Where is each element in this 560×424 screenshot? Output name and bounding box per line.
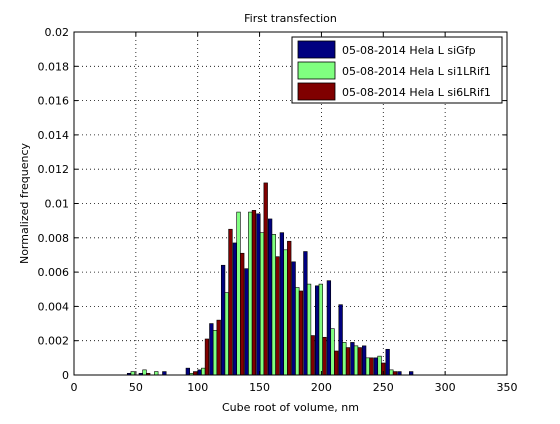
legend-label-si1LRif1: 05-08-2014 Hela L si1LRif1 — [342, 65, 491, 78]
bar-series-3 — [369, 357, 374, 376]
bar-series-2 — [271, 234, 276, 376]
bar-series-3 — [228, 228, 233, 376]
axis-ticks — [73, 31, 508, 376]
bar-series-2 — [389, 369, 394, 376]
bar-series-3 — [263, 182, 268, 376]
bar-series-1 — [197, 369, 202, 376]
bar-series-1 — [267, 218, 273, 376]
bar-series-1 — [220, 264, 226, 376]
bar-series-1 — [315, 285, 320, 376]
y-tick-labels: 0 0.002 0.004 0.006 0.008 0.01 0.012 0.014 0.016… — [38, 26, 70, 382]
bar-series-3 — [204, 338, 210, 376]
x-tick-label: 200 — [311, 381, 332, 394]
bar-series-2 — [142, 369, 147, 376]
bar-series-3 — [275, 256, 280, 376]
bar-series-1 — [209, 323, 214, 376]
legend-label-si6LRif1: 05-08-2014 Hela L si6LRif1 — [342, 86, 491, 99]
bar-series-1 — [373, 357, 379, 376]
x-axis-label: Cube root of volume, nm — [222, 401, 359, 414]
legend-label-siGfp: 05-08-2014 Hela L siGfp — [342, 44, 476, 57]
bar-series-1 — [338, 304, 343, 376]
legend-swatch-si6LRif1 — [297, 82, 336, 101]
x-tick-label: 50 — [129, 381, 143, 394]
bar-series-2 — [330, 328, 335, 376]
y-tick-label: 0.006 — [38, 266, 70, 279]
bar-series-1 — [232, 242, 238, 376]
bar-series-2 — [283, 249, 288, 376]
bar-series-2 — [236, 211, 241, 376]
bar-series-1 — [397, 371, 402, 376]
y-tick-label: 0.016 — [38, 95, 70, 108]
y-tick-label: 0.004 — [38, 300, 70, 313]
bar-series-2 — [306, 283, 312, 376]
bar-series-3 — [392, 371, 398, 376]
bars-group — [126, 182, 414, 376]
bar-series-3 — [240, 252, 245, 376]
legend-swatch-siGfp — [297, 40, 336, 59]
y-tick-label: 0.01 — [45, 198, 70, 211]
chart-title: First transfection — [244, 12, 337, 25]
bar-series-2 — [318, 283, 323, 376]
bar-series-2 — [353, 345, 359, 376]
bar-series-1 — [385, 348, 390, 376]
bar-series-3 — [310, 335, 315, 376]
bar-series-2 — [154, 371, 159, 376]
bar-series-2 — [377, 355, 382, 376]
legend-swatch-si1LRif1 — [297, 61, 336, 80]
bar-series-1 — [256, 213, 261, 376]
bar-series-3 — [193, 371, 198, 376]
bar-series-3 — [357, 347, 362, 376]
bar-series-1 — [185, 367, 190, 376]
x-tick-label: 250 — [373, 381, 394, 394]
bar-series-3 — [334, 350, 339, 376]
bar-series-1 — [326, 280, 332, 376]
y-tick-label: 0.002 — [38, 335, 70, 348]
x-tick-label: 150 — [249, 381, 270, 394]
x-tick-label: 100 — [187, 381, 208, 394]
bar-series-2 — [212, 330, 218, 376]
bar-series-2 — [248, 211, 253, 376]
bar-series-3 — [345, 347, 351, 376]
bar-series-3 — [216, 319, 221, 376]
bar-series-2 — [224, 292, 229, 376]
y-axis-label: Normalized frequency — [18, 142, 31, 264]
bar-series-1 — [162, 371, 167, 376]
bar-series-1 — [291, 261, 296, 376]
y-tick-label: 0.02 — [45, 26, 70, 39]
bar-series-2 — [342, 342, 347, 376]
y-tick-label: 0.018 — [38, 60, 70, 73]
x-tick-label: 300 — [435, 381, 456, 394]
x-tick-label: 350 — [497, 381, 518, 394]
legend: 05-08-2014 Hela L siGfp 05-08-2014 Hela … — [291, 36, 503, 104]
y-tick-label: 0.014 — [38, 129, 70, 142]
y-tick-label: 0.008 — [38, 232, 70, 245]
bar-series-1 — [350, 342, 355, 376]
bar-series-1 — [279, 232, 285, 376]
bar-series-3 — [251, 210, 257, 376]
bar-series-1 — [362, 345, 367, 376]
y-tick-label: 0 — [62, 369, 69, 382]
bar-series-1 — [244, 268, 249, 376]
x-tick-label: 0 — [71, 381, 78, 394]
bar-series-2 — [130, 371, 135, 376]
bar-series-3 — [298, 290, 304, 376]
bar-series-1 — [303, 251, 308, 376]
bar-series-2 — [259, 232, 265, 376]
bar-series-3 — [322, 336, 327, 376]
x-tick-labels: 0 50 100 150 200 250 300 350 — [71, 381, 518, 394]
y-tick-label: 0.012 — [38, 163, 70, 176]
bar-series-2 — [201, 367, 206, 376]
bar-series-2 — [365, 357, 370, 376]
bar-series-1 — [409, 371, 414, 376]
bar-series-2 — [295, 287, 300, 376]
bar-series-3 — [287, 240, 292, 376]
